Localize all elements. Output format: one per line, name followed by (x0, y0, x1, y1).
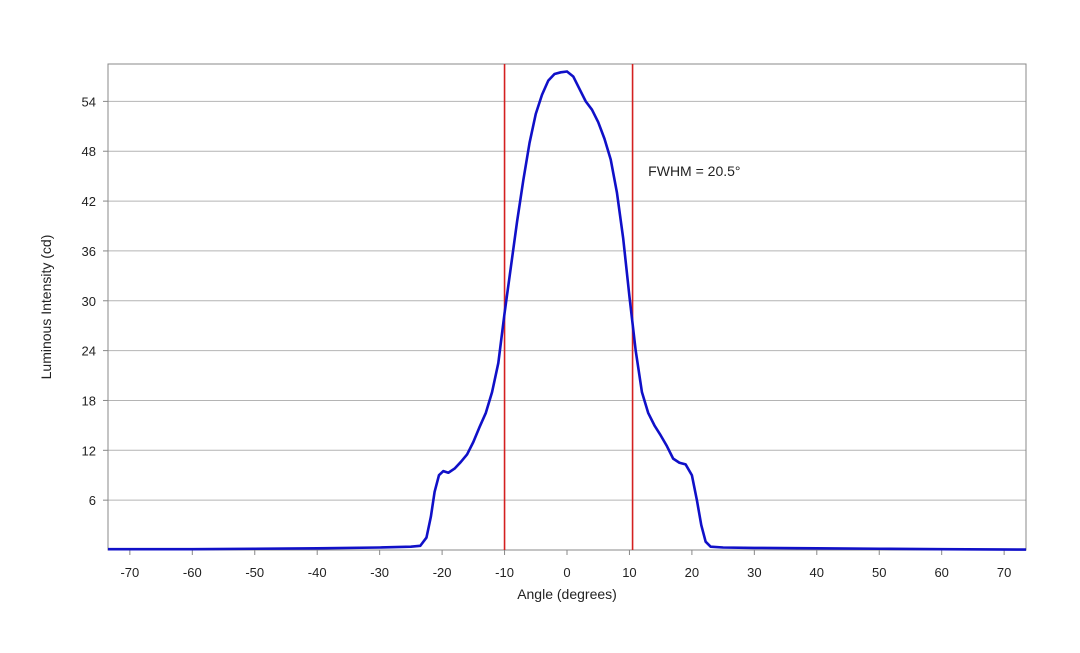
grid-lines (108, 100, 1026, 501)
x-tick-label: 20 (685, 565, 699, 580)
x-axis-label: Angle (degrees) (517, 586, 617, 602)
x-axis-ticks: -70 -60 -50 -40 -30 -20 -10 0 10 20 30 40 50 60 70 (120, 550, 1011, 580)
x-tick-label: -20 (433, 565, 452, 580)
y-axis-ticks: 6 12 18 24 30 36 42 48 54 (82, 94, 108, 508)
fwhm-marker-lines (503, 64, 634, 550)
y-tick-label: 6 (89, 493, 96, 508)
x-tick-label: -10 (495, 565, 514, 580)
y-tick-label: 12 (82, 443, 96, 458)
y-tick-label: 18 (82, 393, 96, 408)
x-tick-label: 0 (563, 565, 570, 580)
x-tick-label: 50 (872, 565, 886, 580)
x-tick-label: 40 (810, 565, 824, 580)
x-tick-label: 10 (622, 565, 636, 580)
intensity-curve (108, 70, 1027, 551)
plot-frame (107, 63, 1027, 551)
x-tick-label: -70 (120, 565, 139, 580)
y-tick-label: 36 (82, 244, 96, 259)
x-tick-label: 70 (997, 565, 1011, 580)
annotations: FWHM = 20.5° (648, 163, 740, 179)
y-axis-label: Luminous Intensity (cd) (38, 235, 54, 380)
x-tick-label: -60 (183, 565, 202, 580)
x-tick-label: -50 (245, 565, 264, 580)
y-tick-label: 24 (82, 344, 96, 359)
y-tick-label: 54 (82, 94, 96, 109)
y-tick-label: 42 (82, 194, 96, 209)
x-tick-label: -30 (370, 565, 389, 580)
x-tick-label: 30 (747, 565, 761, 580)
fwhm-annotation: FWHM = 20.5° (648, 163, 740, 179)
y-tick-label: 48 (82, 144, 96, 159)
y-tick-label: 30 (82, 294, 96, 309)
x-tick-label: -40 (308, 565, 327, 580)
x-tick-label: 60 (934, 565, 948, 580)
